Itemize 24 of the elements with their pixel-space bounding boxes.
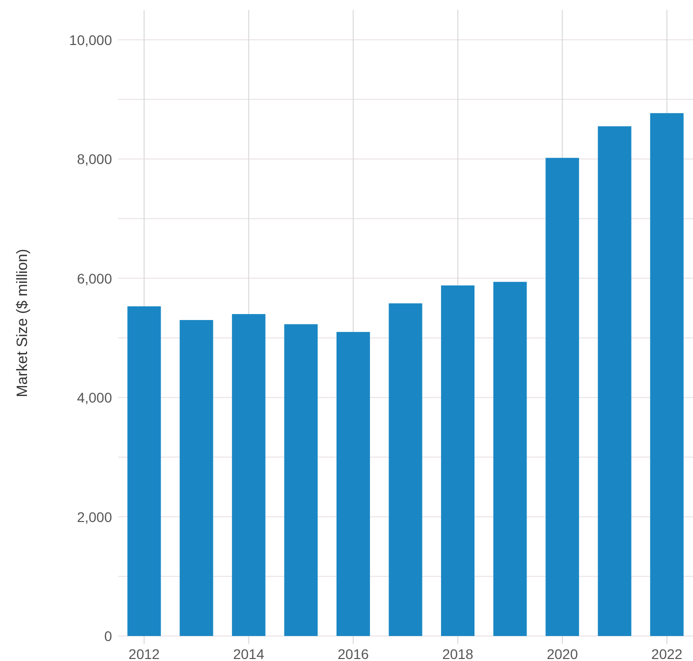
bar xyxy=(650,113,684,636)
bar xyxy=(180,320,214,636)
y-tick-label: 6,000 xyxy=(76,270,112,286)
bar xyxy=(388,303,422,636)
bar xyxy=(284,324,318,636)
y-tick-label: 2,000 xyxy=(76,508,112,525)
bar xyxy=(232,314,266,636)
bar xyxy=(598,126,632,636)
x-tick-label: 2018 xyxy=(442,646,474,661)
x-tick-label: 2014 xyxy=(233,646,264,661)
y-tick-label: 0 xyxy=(104,628,112,644)
y-tick-label: 8,000 xyxy=(76,151,112,168)
bar xyxy=(441,285,474,636)
x-tick-label: 2022 xyxy=(651,646,683,661)
y-tick-label: 10,000 xyxy=(69,32,112,48)
x-tick-label: 2016 xyxy=(338,646,370,661)
bar xyxy=(493,282,527,636)
bar xyxy=(546,158,580,636)
bar xyxy=(127,306,161,636)
y-tick-label: 4,000 xyxy=(76,390,112,406)
x-tick-label: 2012 xyxy=(128,646,160,661)
x-tick-label: 2020 xyxy=(546,646,578,661)
bar xyxy=(336,332,370,636)
y-axis-title: Market Size ($ million) xyxy=(14,248,31,398)
